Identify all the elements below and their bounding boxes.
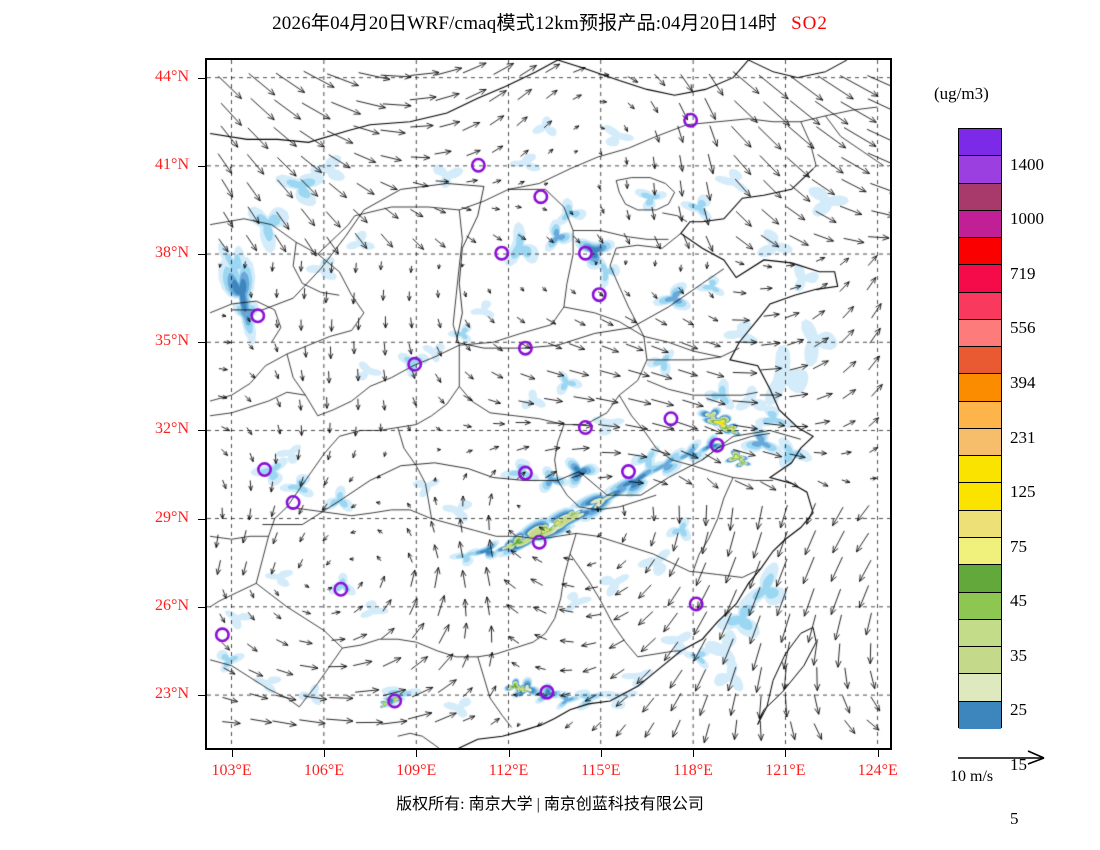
- colorbar-segment: [959, 565, 1001, 593]
- lon-tick: [693, 750, 695, 757]
- lon-tick: [877, 750, 879, 757]
- copyright-footer: 版权所有: 南京大学 | 南京创蓝科技有限公司: [0, 790, 1100, 814]
- colorbar-segment: [959, 483, 1001, 511]
- lat-label: 23°N: [155, 685, 189, 703]
- colorbar-label: 231: [1010, 427, 1036, 447]
- lon-tick: [231, 750, 233, 757]
- colorbar-segment: [959, 265, 1001, 293]
- lat-tick: [198, 77, 205, 79]
- lon-label: 124°E: [857, 762, 898, 779]
- colorbar-segment: [959, 401, 1001, 429]
- colorbar-label: 45: [1010, 591, 1027, 611]
- lon-label: 118°E: [673, 762, 713, 779]
- title-main: 2026年04月20日WRF/cmaq模式12km预报产品:04月20日14时: [272, 13, 778, 34]
- map-canvas[interactable]: [207, 60, 890, 748]
- lon-label: 106°E: [303, 762, 344, 779]
- colorbar-label: 75: [1010, 536, 1027, 556]
- lon-tick: [416, 750, 418, 757]
- lon-label: 121°E: [765, 762, 806, 779]
- colorbar-label: 125: [1010, 482, 1036, 502]
- lon-label: 103°E: [211, 762, 252, 779]
- colorbar-segment: [959, 674, 1001, 702]
- lat-label: 32°N: [155, 420, 189, 438]
- lat-tick: [198, 430, 205, 432]
- lon-tick: [508, 750, 510, 757]
- colorbar-label: 25: [1010, 700, 1027, 720]
- copyright-left: 版权所有: 南京大学: [396, 796, 533, 813]
- lat-label: 26°N: [155, 596, 189, 614]
- colorbar-segment: [959, 456, 1001, 484]
- colorbar-segment: [959, 183, 1001, 211]
- lat-label: 41°N: [155, 155, 189, 173]
- colorbar[interactable]: [958, 128, 1002, 729]
- colorbar-segment: [959, 347, 1001, 375]
- lon-label: 112°E: [488, 762, 529, 779]
- colorbar-label: 556: [1010, 318, 1036, 338]
- lat-tick: [198, 695, 205, 697]
- colorbar-units-label: (ug/m3): [934, 84, 989, 103]
- copyright-right: 南京创蓝科技有限公司: [543, 796, 704, 813]
- lat-tick: [198, 342, 205, 344]
- lon-tick: [600, 750, 602, 757]
- colorbar-segment: [959, 428, 1001, 457]
- colorbar-segment: [959, 592, 1001, 620]
- copyright-separator: |: [536, 796, 540, 813]
- wind-scale-label: 10 m/s: [950, 768, 994, 785]
- lon-label: 109°E: [396, 762, 437, 779]
- colorbar-label: 394: [1010, 373, 1036, 392]
- lon-tick: [323, 750, 325, 757]
- lon-label: 115°E: [581, 762, 621, 779]
- colorbar-segment: [959, 701, 1001, 729]
- colorbar-segment: [959, 156, 1001, 184]
- forecast-map[interactable]: [205, 58, 892, 750]
- wind-scale-arrow-icon: [956, 748, 1086, 768]
- colorbar-label: 35: [1010, 645, 1027, 665]
- colorbar-segment: [959, 537, 1001, 566]
- lat-tick: [198, 254, 205, 256]
- lat-tick: [198, 606, 205, 608]
- lon-tick: [785, 750, 787, 757]
- colorbar-segment: [959, 619, 1001, 648]
- lat-tick: [198, 518, 205, 520]
- colorbar-label: 5: [1010, 809, 1019, 829]
- colorbar-segment: [959, 374, 1001, 402]
- colorbar-segment: [959, 210, 1001, 239]
- colorbar-label: 1000: [1010, 209, 1044, 229]
- colorbar-segment: [959, 510, 1001, 538]
- lat-label: 29°N: [155, 508, 189, 526]
- colorbar-segment: [959, 319, 1001, 348]
- colorbar-segment: [959, 129, 1001, 157]
- colorbar-segment: [959, 292, 1001, 320]
- colorbar-segment: [959, 238, 1001, 266]
- page-title: 2026年04月20日WRF/cmaq模式12km预报产品:04月20日14时 S…: [0, 8, 1100, 35]
- lat-label: 44°N: [155, 67, 189, 85]
- colorbar-label: 719: [1010, 263, 1036, 283]
- title-species: SO2: [791, 13, 828, 34]
- colorbar-label: 15: [1010, 754, 1027, 774]
- lat-label: 35°N: [155, 332, 189, 350]
- lat-tick: [198, 165, 205, 167]
- lat-label: 38°N: [155, 244, 189, 262]
- colorbar-segment: [959, 647, 1001, 675]
- colorbar-label: 1400: [1010, 154, 1044, 174]
